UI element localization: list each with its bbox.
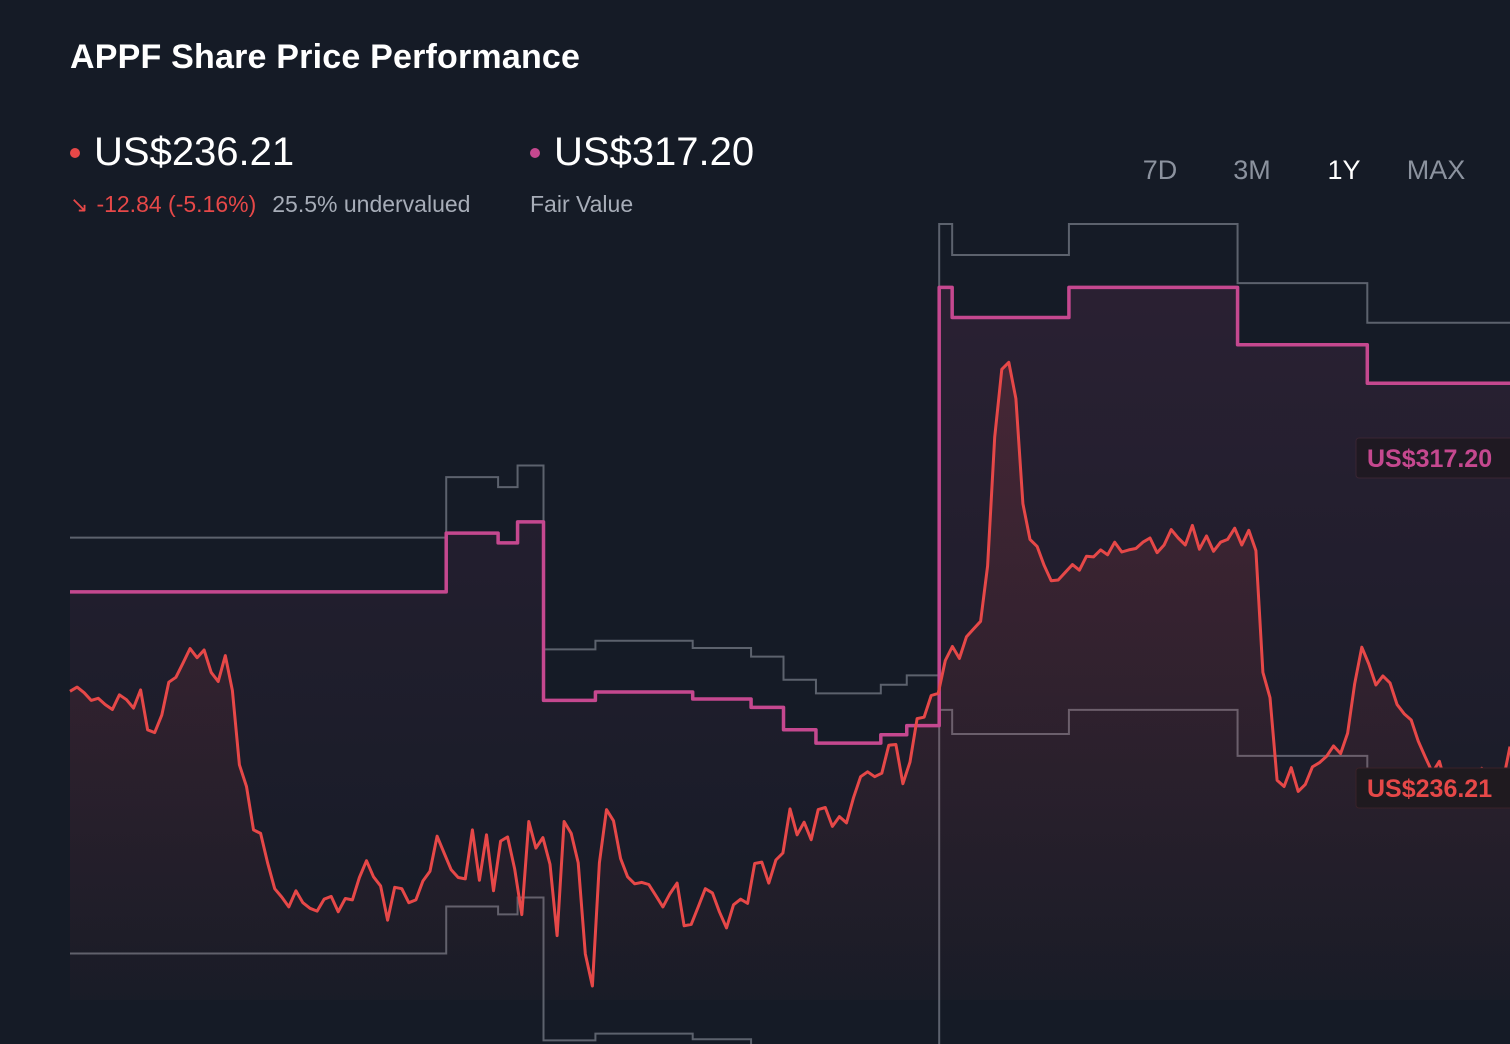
price-change-value: -12.84 (-5.16%) [96, 191, 257, 217]
fair-value-legend-dot [530, 147, 540, 158]
share-price-block: US$236.21 ↘ -12.84 (-5.16%) 25.5% underv… [70, 130, 470, 218]
share-price-end-label-text: US$236.21 [1367, 775, 1492, 803]
fair-value-end-label: US$317.20 [1355, 437, 1510, 479]
fair-value-value: US$317.20 [554, 130, 755, 174]
share-price-area [70, 362, 1510, 1000]
fair-value-block: US$317.20 Fair Value [530, 130, 754, 218]
share-price-value: US$236.21 [94, 130, 295, 174]
fair-value-row: US$317.20 [530, 130, 754, 175]
fair-value-end-label-text: US$317.20 [1367, 445, 1492, 473]
price-change: ↘ -12.84 (-5.16%) [70, 191, 256, 218]
fair-value-line [70, 285, 1510, 745]
share-price-legend-dot [70, 147, 80, 158]
range-tabs: 7D 3M 1Y MAX [1114, 155, 1482, 186]
tab-3m[interactable]: 3M [1233, 155, 1271, 185]
tab-7d[interactable]: 7D [1142, 155, 1178, 185]
share-price-line [69, 360, 1510, 988]
page-title: APPF Share Price Performance [70, 38, 581, 76]
valuation-text: 25.5% undervalued [272, 191, 471, 217]
fair-value-subrow: Fair Value [530, 191, 754, 218]
upper-valuation-band [70, 223, 1510, 695]
share-price-subrow: ↘ -12.84 (-5.16%) 25.5% undervalued [70, 191, 470, 218]
share-price-end-label: US$236.21 [1355, 767, 1510, 809]
arrow-down-right-icon: ↘ [70, 191, 89, 217]
fair-value-label: Fair Value [530, 191, 634, 217]
tab-max[interactable]: MAX [1406, 155, 1466, 185]
share-price-row: US$236.21 [70, 130, 470, 175]
tab-1y[interactable]: 1Y [1327, 155, 1361, 185]
